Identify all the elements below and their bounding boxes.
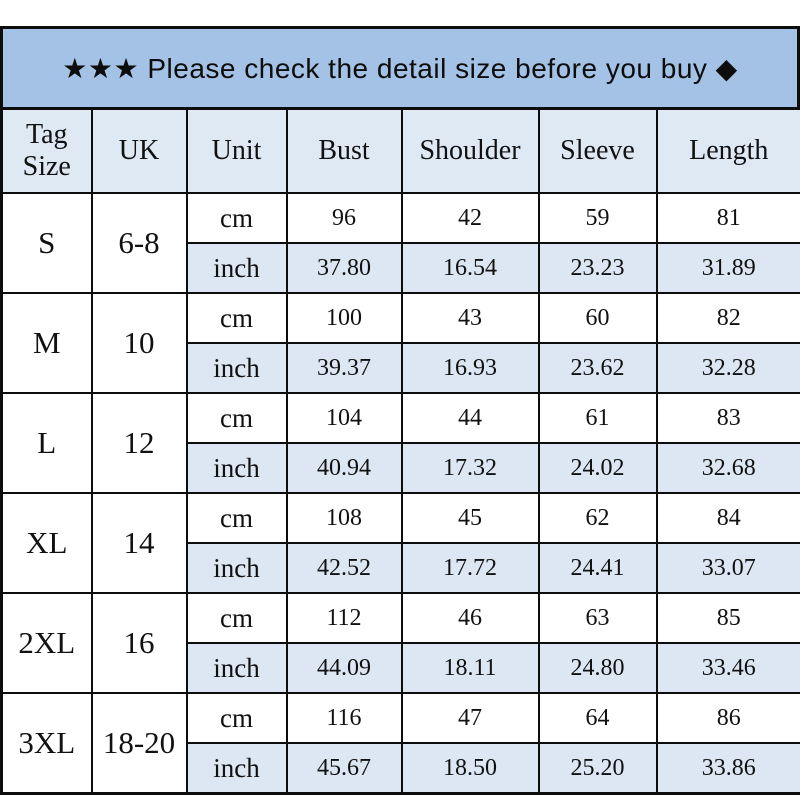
shoulder-cm-value: 45 [400,492,540,544]
table-row: inch 42.52 17.72 24.41 33.07 [2,542,800,594]
shoulder-inch-value: 18.11 [400,642,540,694]
table-row: inch 45.67 18.50 25.20 33.86 [2,742,800,795]
sleeve-inch-value: 25.20 [537,742,658,795]
unit-cm-label: cm [185,692,288,744]
uk-label: 14 [90,492,188,594]
column-header-uk: UK [90,107,188,194]
unit-cm-label: cm [185,592,288,644]
unit-inch-label: inch [185,742,288,795]
length-inch-value: 32.28 [655,342,800,394]
sleeve-cm-value: 64 [537,692,658,744]
notice-banner-text: ★★★ Please check the detail size before … [62,52,738,84]
sleeve-cm-value: 60 [537,292,658,344]
shoulder-inch-value: 17.32 [400,442,540,494]
unit-cm-label: cm [185,192,288,244]
bust-cm-value: 108 [285,492,403,544]
unit-inch-label: inch [185,242,288,294]
length-cm-value: 84 [655,492,800,544]
shoulder-cm-value: 47 [400,692,540,744]
length-inch-value: 33.07 [655,542,800,594]
length-inch-value: 33.46 [655,642,800,694]
bust-inch-value: 45.67 [285,742,403,795]
shoulder-cm-value: 46 [400,592,540,644]
unit-cm-label: cm [185,392,288,444]
column-header-unit: Unit [185,107,288,194]
uk-label: 16 [90,592,188,694]
table-row: inch 39.37 16.93 23.62 32.28 [2,342,800,394]
notice-banner: ★★★ Please check the detail size before … [0,26,800,110]
sleeve-inch-value: 24.41 [537,542,658,594]
table-row: S 6-8 cm 96 42 59 81 [0,192,800,294]
size-label: XL [0,492,93,594]
bust-cm-value: 104 [285,392,403,444]
table-row: inch 40.94 17.32 24.02 32.68 [2,442,800,494]
size-label: 2XL [0,592,93,694]
column-header-bust: Bust [285,107,403,194]
length-cm-value: 86 [655,692,800,744]
size-label: L [0,392,93,494]
bust-inch-value: 40.94 [285,442,403,494]
sleeve-inch-value: 23.62 [537,342,658,394]
length-inch-value: 31.89 [655,242,800,294]
sleeve-inch-value: 23.23 [537,242,658,294]
bust-inch-value: 42.52 [285,542,403,594]
bust-inch-value: 37.80 [285,242,403,294]
size-label: 3XL [0,692,93,795]
unit-inch-label: inch [185,442,288,494]
length-inch-value: 33.86 [655,742,800,795]
size-label: M [0,292,93,394]
bust-cm-value: 116 [285,692,403,744]
uk-label: 10 [90,292,188,394]
length-cm-value: 82 [655,292,800,344]
shoulder-cm-value: 43 [400,292,540,344]
column-header-length: Length [655,107,800,194]
bust-cm-value: 112 [285,592,403,644]
sleeve-cm-value: 63 [537,592,658,644]
unit-inch-label: inch [185,642,288,694]
size-table: Tag Size UK Unit Bust Shoulder Sleeve Le… [0,107,800,795]
sleeve-inch-value: 24.02 [537,442,658,494]
shoulder-inch-value: 18.50 [400,742,540,795]
bust-inch-value: 39.37 [285,342,403,394]
table-row: inch 37.80 16.54 23.23 31.89 [2,242,800,294]
table-row: 2XL 16 cm 112 46 63 85 [0,592,800,694]
bust-cm-value: 96 [285,192,403,244]
column-header-sleeve: Sleeve [537,107,658,194]
unit-cm-label: cm [185,492,288,544]
uk-label: 18-20 [90,692,188,795]
shoulder-inch-value: 16.93 [400,342,540,394]
unit-cm-label: cm [185,292,288,344]
length-cm-value: 83 [655,392,800,444]
shoulder-cm-value: 42 [400,192,540,244]
length-cm-value: 85 [655,592,800,644]
size-label: S [0,192,93,294]
length-cm-value: 81 [655,192,800,244]
bust-inch-value: 44.09 [285,642,403,694]
sleeve-cm-value: 62 [537,492,658,544]
table-row: XL 14 cm 108 45 62 84 [0,492,800,594]
table-row: L 12 cm 104 44 61 83 [0,392,800,494]
column-header-tag-size: Tag Size [0,107,93,194]
sleeve-cm-value: 59 [537,192,658,244]
uk-label: 6-8 [90,192,188,294]
table-row: M 10 cm 100 43 60 82 [0,292,800,394]
unit-inch-label: inch [185,542,288,594]
table-row: 3XL 18-20 cm 116 47 64 86 [0,692,800,795]
column-header-shoulder: Shoulder [400,107,540,194]
table-header-row: Tag Size UK Unit Bust Shoulder Sleeve Le… [0,107,800,194]
sleeve-cm-value: 61 [537,392,658,444]
shoulder-cm-value: 44 [400,392,540,444]
shoulder-inch-value: 16.54 [400,242,540,294]
unit-inch-label: inch [185,342,288,394]
table-row: inch 44.09 18.11 24.80 33.46 [2,642,800,694]
bust-cm-value: 100 [285,292,403,344]
sleeve-inch-value: 24.80 [537,642,658,694]
uk-label: 12 [90,392,188,494]
length-inch-value: 32.68 [655,442,800,494]
shoulder-inch-value: 17.72 [400,542,540,594]
